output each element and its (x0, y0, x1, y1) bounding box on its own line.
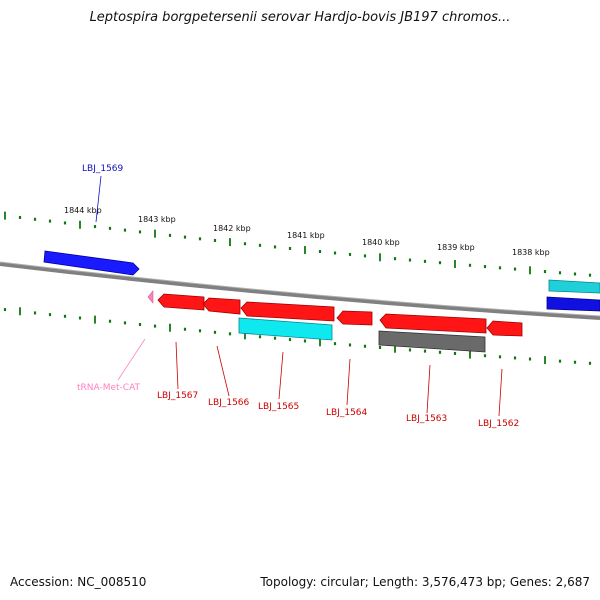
gene-LBJ_1562[interactable] (486, 320, 523, 337)
backbone-line (0, 262, 600, 320)
gene-LBJ_1564[interactable] (336, 310, 373, 326)
leader-LBJ_1563 (426, 364, 431, 414)
scale-ticks-lower (3, 307, 592, 365)
leader-LBJ_1565 (278, 351, 284, 400)
scale-label: 1838 kbp (512, 248, 550, 257)
gene-gray[interactable] (378, 330, 486, 353)
gene-LBJ_1567[interactable] (157, 293, 205, 311)
gene-LBJ_1564-block[interactable] (240, 301, 335, 322)
leader-LBJ_1562 (498, 368, 503, 417)
label-LBJ_1564: LBJ_1564 (326, 408, 368, 418)
label-LBJ_1566: LBJ_1566 (208, 398, 250, 408)
leader-LBJ_1566 (216, 345, 230, 397)
accession-text: Accession: NC_008510 (10, 575, 147, 589)
gene-tRNA-Met-CAT[interactable] (147, 290, 154, 304)
label-LBJ_1562: LBJ_1562 (478, 419, 519, 429)
scale-label: 1841 kbp (287, 231, 325, 240)
gene-LBJ_1565[interactable] (238, 317, 333, 341)
leader-LBJ_1569 (95, 175, 102, 223)
genome-summary-text: Topology: circular; Length: 3,576,473 bp… (260, 575, 590, 589)
label-LBJ_1567: LBJ_1567 (157, 391, 198, 401)
label-LBJ_1569: LBJ_1569 (82, 164, 124, 174)
leader-tRNA (117, 338, 146, 381)
scale-label: 1842 kbp (213, 224, 251, 233)
gene-blue-right[interactable] (546, 296, 600, 312)
gene-LBJ_1563[interactable] (379, 313, 487, 334)
map-title: Leptospira borgpetersenii serovar Hardjo… (89, 10, 511, 25)
scale-label: 1840 kbp (362, 238, 400, 247)
leader-LBJ_1567 (175, 341, 179, 390)
scale-label: 1843 kbp (138, 215, 176, 224)
gene-cyan-right-upper[interactable] (548, 279, 600, 294)
label-tRNA-Met-CAT: tRNA-Met-CAT (77, 383, 141, 393)
leader-LBJ_1564 (346, 358, 351, 406)
scale-label: 1839 kbp (437, 243, 475, 252)
label-LBJ_1563: LBJ_1563 (406, 414, 447, 424)
scale-ticks-upper (4, 211, 592, 277)
scale-label: 1844 kbp (64, 206, 102, 215)
gene-LBJ_1569[interactable] (43, 250, 140, 276)
gene-LBJ_1566[interactable] (202, 297, 241, 315)
backbone-highlight (0, 261, 600, 317)
label-LBJ_1565: LBJ_1565 (258, 402, 299, 412)
